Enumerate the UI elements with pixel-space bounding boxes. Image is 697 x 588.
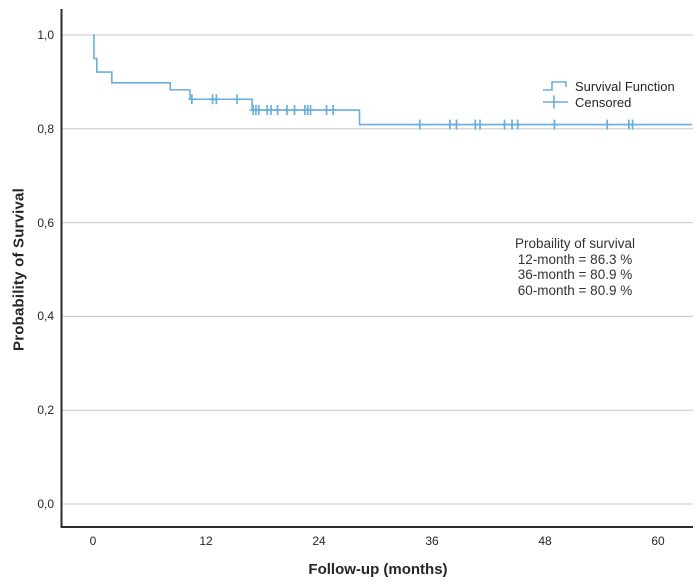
censored-mark xyxy=(452,119,460,130)
censored-mark xyxy=(233,94,241,105)
annotation-line: 36-month = 80.9 % xyxy=(517,267,633,282)
annotation-line: 60-month = 80.9 % xyxy=(517,282,633,298)
annotation-line: Probaility of survival xyxy=(514,236,636,251)
censored-mark xyxy=(283,105,291,116)
censored-mark xyxy=(255,105,263,116)
censored-mark xyxy=(416,119,424,130)
y-tick-label: 0,8 xyxy=(37,121,54,136)
censored-mark xyxy=(329,105,337,116)
legend-item-censored: Censored xyxy=(542,94,675,110)
y-tick-label: 0,4 xyxy=(37,309,54,324)
x-tick-label: 24 xyxy=(312,534,326,548)
censored-mark xyxy=(323,105,331,116)
y-tick-label: 0,2 xyxy=(37,403,54,418)
survival-probability-annotation: Probaility of survival 12-month = 86.3 %… xyxy=(475,236,675,298)
censored-mark xyxy=(274,105,282,116)
x-tick-label: 60 xyxy=(651,534,665,548)
censored-mark xyxy=(267,105,275,116)
plus-icon xyxy=(543,95,568,109)
annotation-line: 12-month = 86.3 % xyxy=(517,251,633,267)
censored-mark xyxy=(476,119,484,130)
y-tick-label: 1,0 xyxy=(37,28,54,42)
censored-mark xyxy=(603,119,611,130)
censored-mark xyxy=(514,119,522,130)
x-tick-label: 12 xyxy=(199,534,213,548)
legend-label: Censored xyxy=(575,94,632,110)
censored-mark xyxy=(446,119,454,130)
censored-mark xyxy=(291,105,299,116)
censored-mark xyxy=(501,119,509,130)
censored-mark xyxy=(550,119,558,130)
x-tick-label: 0 xyxy=(89,534,97,548)
censored-mark xyxy=(629,119,637,130)
y-tick-label: 0,0 xyxy=(37,497,54,511)
y-axis-title: Probability of Survival xyxy=(10,188,28,351)
legend: Survival Function Censored xyxy=(542,78,675,110)
step-line-icon xyxy=(543,81,567,91)
legend-item-survival-function: Survival Function xyxy=(542,78,675,94)
y-tick-label: 0,6 xyxy=(37,215,54,230)
censored-mark xyxy=(307,105,315,116)
censored-mark xyxy=(212,94,220,105)
x-axis-title: Follow-up (months) xyxy=(308,561,448,578)
x-tick-label: 36 xyxy=(425,534,439,548)
x-tick-label: 48 xyxy=(538,534,552,548)
legend-label: Survival Function xyxy=(575,78,675,94)
censored-mark xyxy=(188,94,196,105)
